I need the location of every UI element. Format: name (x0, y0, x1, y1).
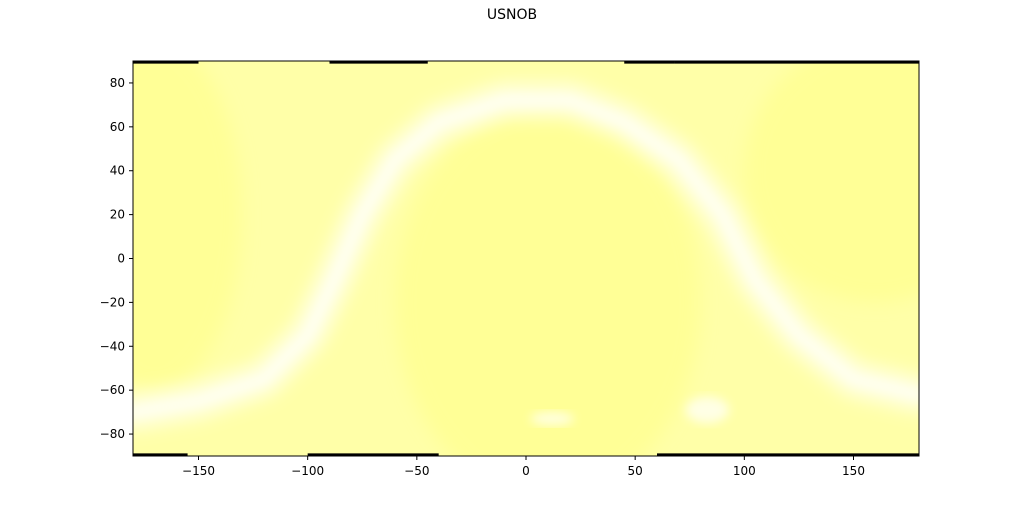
y-tick-label: 60 (110, 120, 125, 134)
dense-region (133, 61, 243, 391)
sparse-patch (530, 412, 575, 426)
x-tick-label: −150 (182, 464, 215, 478)
y-tick-label: 20 (110, 208, 125, 222)
x-tick-label: 50 (628, 464, 643, 478)
y-axis: 80 60 40 20 0 −20 −40 −60 −80 (100, 76, 133, 441)
sparse-patch (685, 396, 730, 424)
x-axis: −150 −100 −50 0 50 100 150 (182, 456, 865, 478)
y-tick-label: −40 (100, 339, 125, 353)
y-tick-label: 80 (110, 76, 125, 90)
y-tick-label: −20 (100, 295, 125, 309)
y-tick-label: 40 (110, 164, 125, 178)
x-tick-label: 150 (842, 464, 865, 478)
x-tick-label: 0 (522, 464, 530, 478)
y-tick-label: −60 (100, 383, 125, 397)
y-tick-label: 0 (117, 252, 125, 266)
y-tick-label: −80 (100, 427, 125, 441)
dense-region (744, 61, 919, 303)
x-tick-label: −50 (404, 464, 429, 478)
edge-bands (133, 60, 919, 457)
x-tick-label: −100 (291, 464, 324, 478)
chart-title: USNOB (486, 7, 538, 23)
galactic-plane-core (133, 95, 919, 418)
dense-region (395, 104, 701, 456)
density-map (133, 61, 919, 456)
x-tick-label: 100 (733, 464, 756, 478)
